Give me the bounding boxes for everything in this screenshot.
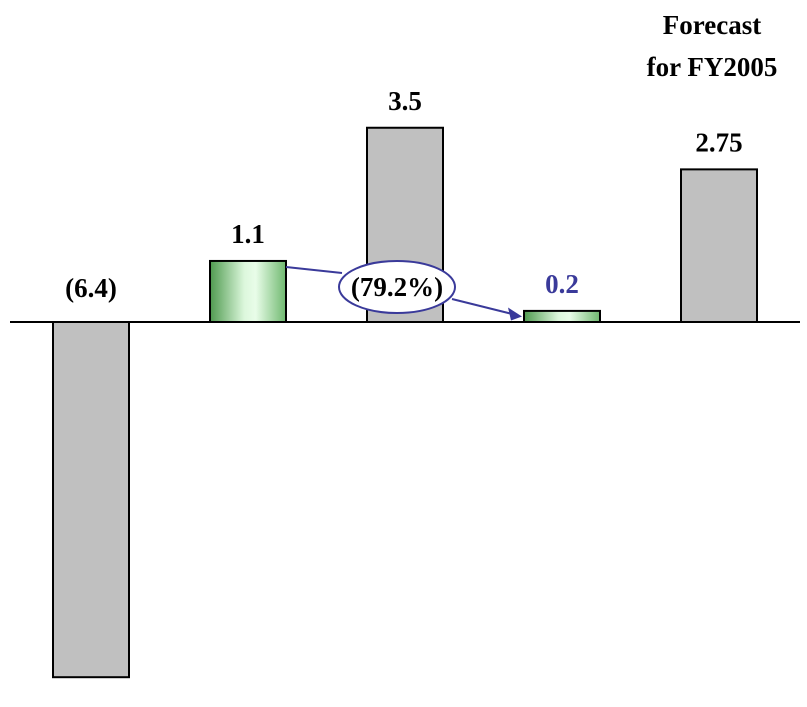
annotation-group: (79.2%) xyxy=(285,260,522,321)
value-labels-group: (6.4) 1.1 3.5 0.2 2.75 xyxy=(65,86,742,303)
annotation-percent-label: (79.2%) xyxy=(351,272,443,302)
annotation-connector xyxy=(285,265,343,274)
value-label-4: 0.2 xyxy=(545,269,579,299)
annotation-arrow-head xyxy=(508,307,522,321)
forecast-label-line-2: for FY2005 xyxy=(647,52,778,82)
value-label-2: 1.1 xyxy=(231,219,265,249)
forecast-label-group: Forecast for FY2005 xyxy=(647,10,778,82)
bar-5 xyxy=(680,168,758,323)
value-label-3: 3.5 xyxy=(388,86,422,116)
bar-1 xyxy=(52,321,130,679)
bar-4 xyxy=(523,309,601,323)
bar-2 xyxy=(209,259,287,324)
forecast-label-line-1: Forecast xyxy=(663,10,761,40)
value-label-1: (6.4) xyxy=(65,273,117,303)
annotation-ellipse xyxy=(338,260,456,314)
value-label-5: 2.75 xyxy=(695,127,742,157)
bars-group xyxy=(52,126,758,679)
annotation-arrow-line xyxy=(451,298,515,316)
